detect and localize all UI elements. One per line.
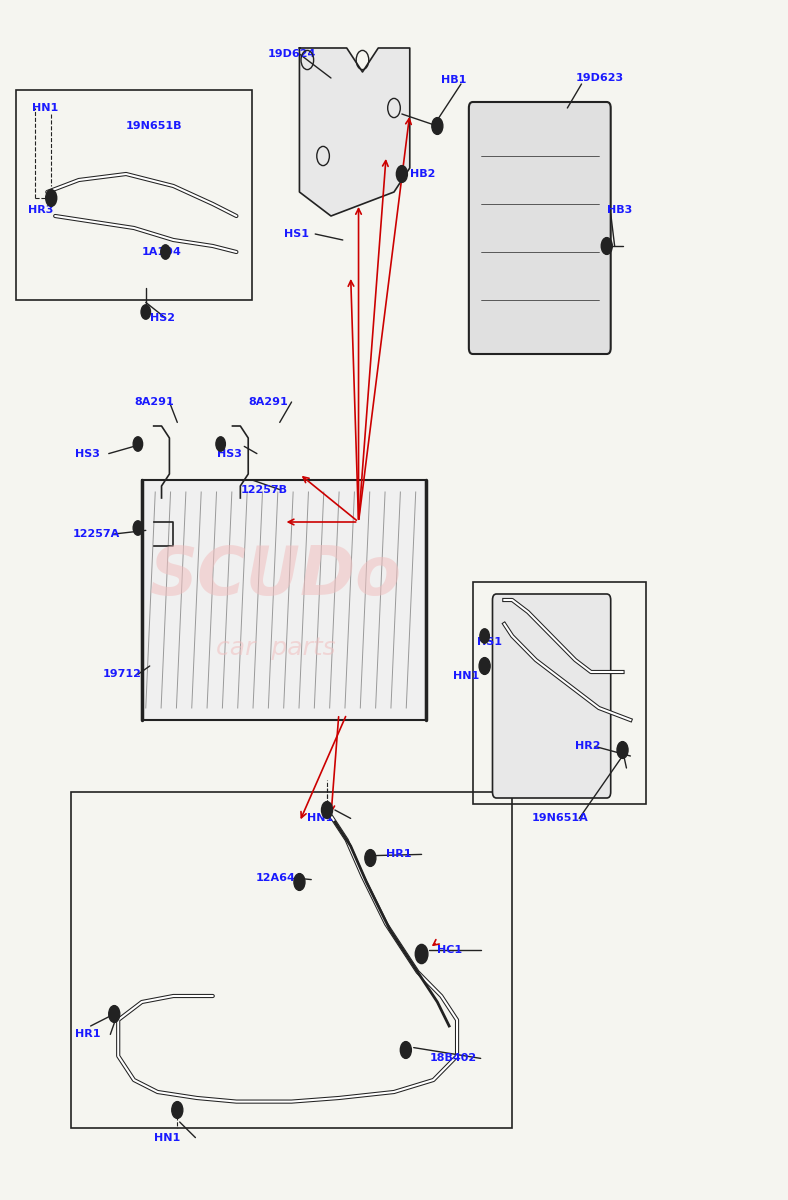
Circle shape xyxy=(133,437,143,451)
Text: HB1: HB1 xyxy=(441,76,466,85)
Circle shape xyxy=(172,1102,183,1118)
Text: SCUDo: SCUDo xyxy=(150,542,402,608)
Text: 8A291: 8A291 xyxy=(248,397,288,407)
Text: HR2: HR2 xyxy=(575,742,600,751)
Circle shape xyxy=(216,437,225,451)
Text: 12A644: 12A644 xyxy=(256,874,304,883)
Text: HB2: HB2 xyxy=(410,169,435,179)
Text: 19D623: 19D623 xyxy=(575,73,623,83)
Circle shape xyxy=(480,629,489,643)
Circle shape xyxy=(322,802,333,818)
Text: HS2: HS2 xyxy=(150,313,175,323)
Circle shape xyxy=(396,166,407,182)
Text: HC1: HC1 xyxy=(437,946,463,955)
Text: HS3: HS3 xyxy=(217,449,242,458)
Circle shape xyxy=(141,305,151,319)
FancyBboxPatch shape xyxy=(469,102,611,354)
Text: HS1: HS1 xyxy=(284,229,309,239)
Text: HR3: HR3 xyxy=(28,205,53,215)
Circle shape xyxy=(294,874,305,890)
Text: car  parts: car parts xyxy=(216,636,336,660)
Text: HN1: HN1 xyxy=(307,814,333,823)
Circle shape xyxy=(617,742,628,758)
Text: 18B402: 18B402 xyxy=(429,1054,477,1063)
Circle shape xyxy=(133,521,143,535)
Polygon shape xyxy=(299,48,410,216)
Text: 12257B: 12257B xyxy=(240,485,288,494)
FancyBboxPatch shape xyxy=(492,594,611,798)
Circle shape xyxy=(161,245,170,259)
Text: HR1: HR1 xyxy=(75,1030,100,1039)
Circle shape xyxy=(109,1006,120,1022)
Circle shape xyxy=(479,658,490,674)
Text: HN1: HN1 xyxy=(453,671,479,680)
Text: HS1: HS1 xyxy=(477,637,502,647)
Bar xyxy=(71,792,512,1128)
Text: HS3: HS3 xyxy=(75,449,100,458)
Circle shape xyxy=(432,118,443,134)
Text: 19N651B: 19N651B xyxy=(126,121,183,131)
Circle shape xyxy=(400,1042,411,1058)
Bar xyxy=(142,480,426,720)
Circle shape xyxy=(415,944,428,964)
Bar xyxy=(473,582,646,804)
Text: 19N651A: 19N651A xyxy=(532,814,589,823)
Text: HB3: HB3 xyxy=(607,205,632,215)
Text: 19D624: 19D624 xyxy=(268,49,316,59)
Text: HN1: HN1 xyxy=(154,1133,180,1142)
Text: 1A194: 1A194 xyxy=(142,247,182,257)
Circle shape xyxy=(365,850,376,866)
Text: 19712: 19712 xyxy=(102,670,141,679)
Text: 8A291: 8A291 xyxy=(134,397,173,407)
Circle shape xyxy=(601,238,612,254)
Text: HR1: HR1 xyxy=(386,850,411,859)
Bar xyxy=(16,90,252,300)
Text: 12257A: 12257A xyxy=(72,529,120,539)
Circle shape xyxy=(46,190,57,206)
Text: HN1: HN1 xyxy=(32,103,58,113)
